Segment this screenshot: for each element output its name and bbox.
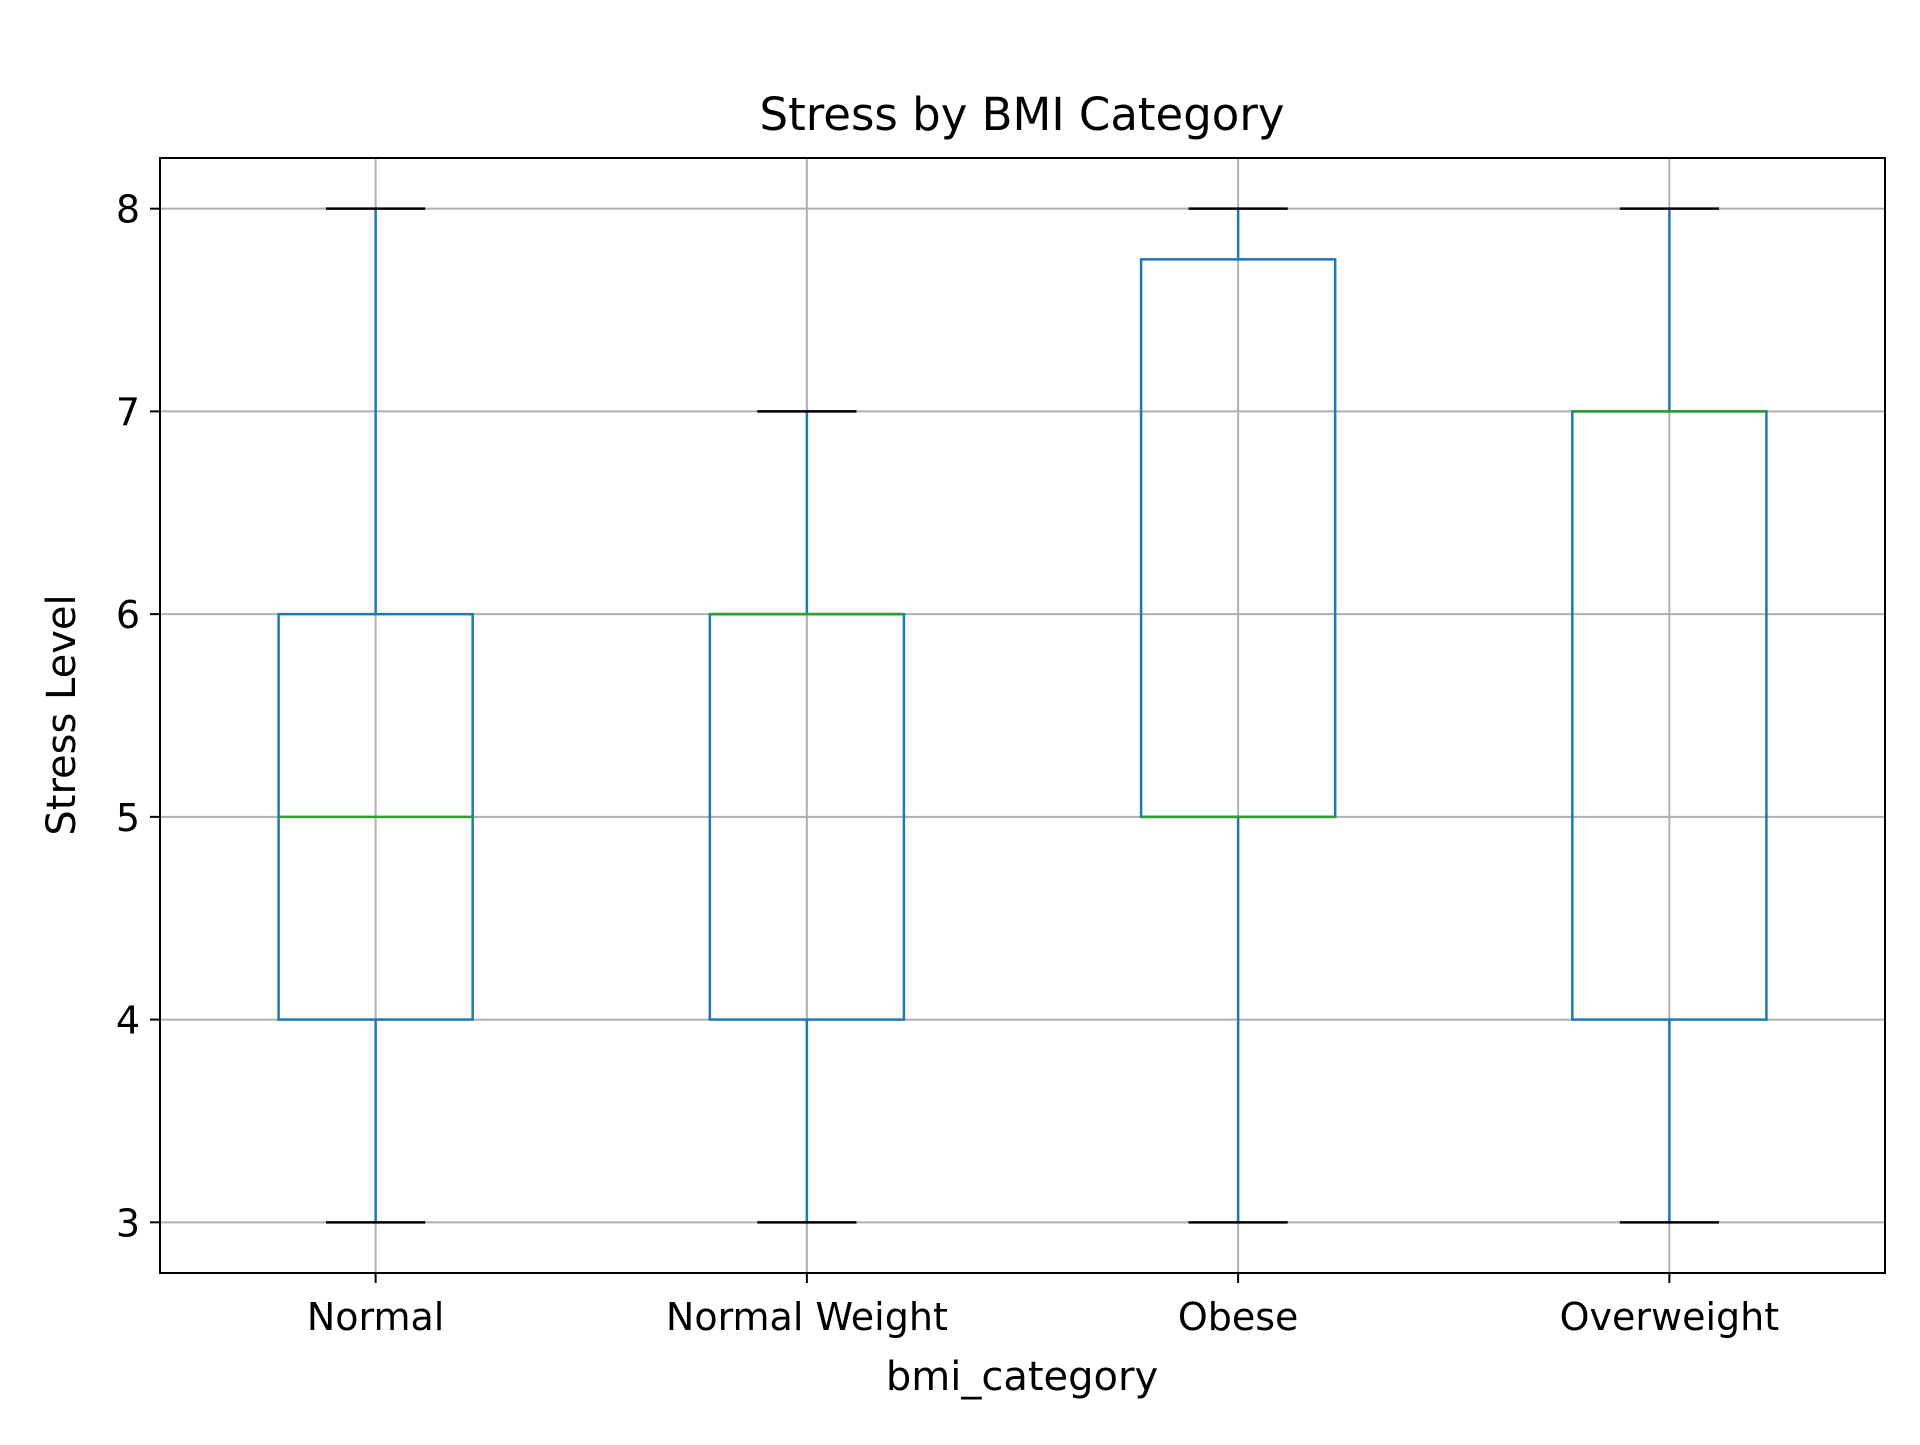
- y-tick-label: 7: [116, 390, 140, 434]
- y-tick-label: 3: [116, 1201, 140, 1245]
- box-group-normal: [277, 207, 474, 1224]
- box-layer: [277, 207, 1768, 1224]
- y-tick-label: 8: [116, 188, 140, 232]
- plot-frame: [159, 157, 1886, 1274]
- y-tick-label: 6: [116, 593, 140, 637]
- x-axis-label: bmi_category: [886, 1354, 1158, 1400]
- x-tick-label: Normal Weight: [666, 1295, 948, 1339]
- x-tick-label: Overweight: [1560, 1295, 1780, 1339]
- y-tick-label: 4: [116, 999, 140, 1043]
- box-group-overweight: [1571, 207, 1768, 1224]
- tick-layer: 3 4 5 6 7 8 Normal Normal Weight Obese Overweight: [116, 188, 1779, 1339]
- box-group-normal-weight: [708, 410, 906, 1224]
- x-tick-label: Normal: [307, 1295, 445, 1339]
- x-tick-label: Obese: [1178, 1295, 1299, 1339]
- box-group-obese: [1139, 207, 1337, 1224]
- y-axis-label: Stress Level: [39, 594, 85, 835]
- y-tick-label: 5: [116, 796, 140, 840]
- chart-title: Stress by BMI Category: [760, 88, 1285, 141]
